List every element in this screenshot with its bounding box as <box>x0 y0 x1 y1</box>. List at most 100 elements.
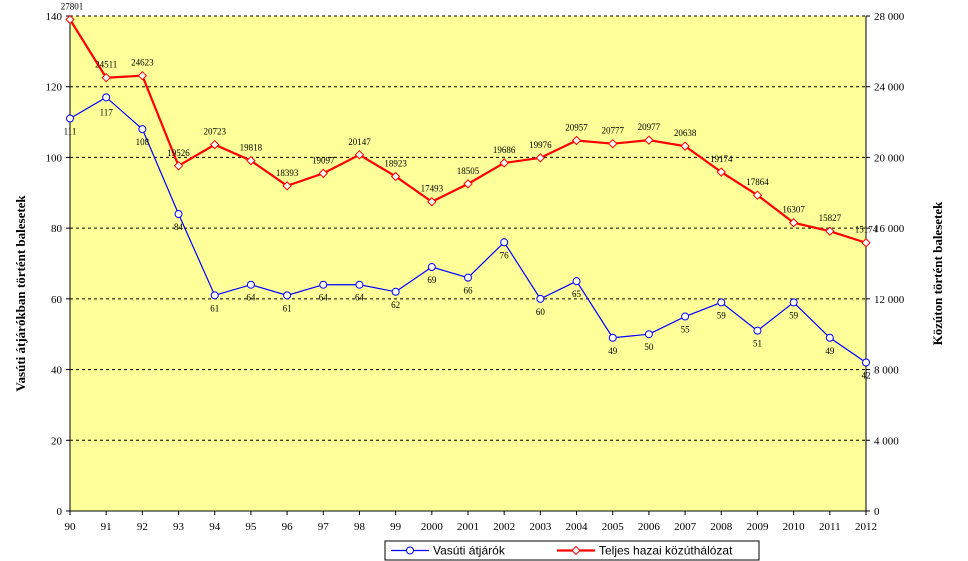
data-label: 17864 <box>746 177 769 187</box>
data-point <box>535 153 546 163</box>
data-point <box>138 125 147 134</box>
plot-area <box>70 16 866 511</box>
data-point <box>825 226 835 236</box>
right-tick-label: 28 000 <box>874 11 905 23</box>
data-label: 49 <box>825 346 835 356</box>
data-label: 19174 <box>710 154 733 164</box>
x-tick-label: 2010 <box>783 521 806 533</box>
data-point <box>644 135 654 145</box>
legend-label: Teljes hazai közúthálózat <box>599 544 733 558</box>
data-label: 84 <box>174 222 184 232</box>
data-point <box>752 190 763 200</box>
data-point <box>318 168 328 179</box>
data-point <box>390 171 401 182</box>
left-tick-label: 20 <box>51 435 63 447</box>
data-point <box>825 333 834 342</box>
data-label: 24623 <box>131 58 154 68</box>
x-tick-label: 2004 <box>566 521 589 533</box>
data-label: 19526 <box>167 148 190 158</box>
data-label: 18393 <box>276 168 299 178</box>
right-tick-label: 24 000 <box>874 82 905 94</box>
data-point <box>681 312 690 321</box>
series-layer: 111 117 108 84 61 64 61 64 64 62 69 66 76 60 65 49 50 55 5… <box>61 2 878 381</box>
data-label: 18923 <box>384 158 407 168</box>
x-tick-label: 97 <box>318 521 330 533</box>
data-label: 111 <box>64 127 77 137</box>
data-label: 59 <box>789 310 799 320</box>
data-point <box>137 70 148 81</box>
data-label: 20957 <box>565 123 588 133</box>
data-label: 69 <box>427 275 437 285</box>
data-point <box>861 238 871 248</box>
data-label: 61 <box>283 303 292 313</box>
data-label: 24511 <box>95 60 117 70</box>
data-point <box>644 330 653 339</box>
data-point <box>571 135 582 146</box>
data-label: 62 <box>391 300 400 310</box>
left-tick-label: 60 <box>51 294 63 306</box>
legend: Vasúti átjárók Teljes hazai közúthálózat <box>384 540 760 561</box>
data-point <box>391 287 400 296</box>
data-point <box>282 181 292 191</box>
legend-label: Vasúti átjárók <box>433 544 506 558</box>
legend-entry: Teljes hazai közúthálózat <box>557 544 733 558</box>
data-point <box>174 210 183 218</box>
legend-marker <box>406 546 414 555</box>
data-label: 65 <box>572 289 582 299</box>
data-label: 60 <box>536 307 546 317</box>
data-point <box>210 139 220 150</box>
data-label: 15827 <box>819 213 842 223</box>
data-point <box>680 141 690 151</box>
right-tick-label: 8 000 <box>874 365 899 377</box>
data-label: 76 <box>500 250 510 260</box>
data-label: 55 <box>681 325 691 335</box>
left-tick-label: 80 <box>51 223 63 235</box>
data-point <box>173 161 184 171</box>
legend-entry: Vasúti átjárók <box>391 544 506 558</box>
gridlines <box>70 15 866 441</box>
data-point <box>246 155 256 166</box>
x-tick-label: 2009 <box>746 521 769 533</box>
left-tick-label: 100 <box>46 152 63 164</box>
data-label: 108 <box>136 137 150 147</box>
right-axis-ticks: 0 4 000 8 000 12 000 16 000 20 000 24 000 28 00… <box>866 11 905 518</box>
data-label: 19686 <box>493 145 516 155</box>
x-tick-label: 2008 <box>710 521 733 533</box>
x-tick-label: 2012 <box>855 521 877 533</box>
left-tick-label: 120 <box>46 82 63 94</box>
data-point <box>608 333 617 342</box>
data-point <box>499 158 509 168</box>
data-point <box>102 93 111 102</box>
data-label: 59 <box>717 310 727 320</box>
data-label: 61 <box>210 303 219 313</box>
data-point <box>608 138 618 149</box>
x-tick-label: 98 <box>354 521 366 533</box>
data-point <box>717 298 726 307</box>
data-label: 117 <box>100 107 114 117</box>
data-point <box>536 294 545 303</box>
data-point <box>355 280 364 289</box>
x-tick-label: 2003 <box>529 521 552 533</box>
data-point <box>753 326 762 335</box>
x-axis-ticks: 90 91 92 93 94 95 96 97 98 99 2000 2001 2002 2003 2004… <box>65 511 877 533</box>
data-point <box>65 14 75 25</box>
right-tick-label: 16 000 <box>874 223 905 235</box>
right-tick-label: 4 000 <box>874 435 899 447</box>
x-tick-label: 91 <box>101 521 112 533</box>
data-label: 20723 <box>203 127 226 137</box>
data-label: 20977 <box>638 122 661 132</box>
data-label: 20147 <box>348 137 371 147</box>
data-point <box>427 263 436 272</box>
x-tick-label: 2005 <box>602 521 625 533</box>
data-point <box>463 179 473 189</box>
data-label: 51 <box>753 339 762 349</box>
data-point <box>572 277 581 286</box>
data-label: 27801 <box>61 2 84 12</box>
series-2: 27801 24511 24623 19526 20723 19818 18393 19097… <box>61 2 878 248</box>
data-label: 18505 <box>457 166 480 176</box>
data-point <box>283 291 292 300</box>
data-label: 15174 <box>855 225 878 235</box>
data-label: 16307 <box>782 205 805 215</box>
data-point <box>862 358 870 367</box>
